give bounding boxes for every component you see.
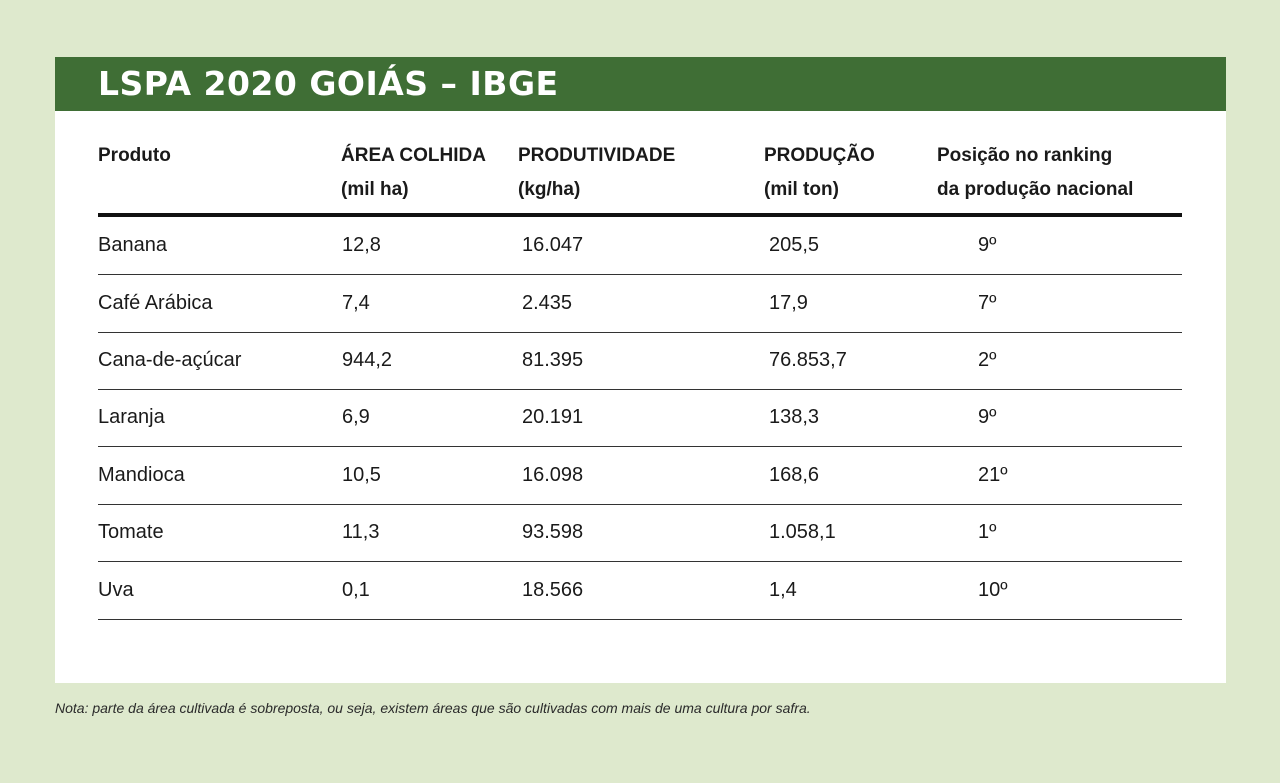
header-area-colhida-unit: (mil ha) (341, 179, 409, 200)
header-produtividade: PRODUTIVIDADE (kg/ha) (518, 139, 675, 207)
cell-produtividade: 2.435 (522, 292, 573, 314)
cell-area: 6,9 (342, 406, 370, 428)
cell-produto: Café Arábica (98, 292, 213, 314)
cell-ranking: 21º (978, 464, 1008, 486)
header-area-colhida-label: ÁREA COLHIDA (341, 145, 486, 166)
table-row: Cana-de-açúcar 944,2 81.395 76.853,7 2º (98, 332, 1182, 390)
table-card: LSPA 2020 GOIÁS – IBGE Produto ÁREA COLH… (55, 57, 1226, 683)
cell-produtividade: 18.566 (522, 579, 584, 601)
header-producao: PRODUÇÃO (mil ton) (764, 139, 875, 207)
cell-produto: Uva (98, 579, 134, 601)
cell-producao: 138,3 (769, 406, 820, 428)
header-producao-unit: (mil ton) (764, 179, 839, 200)
cell-producao: 168,6 (769, 464, 820, 486)
cell-ranking: 9º (978, 234, 997, 256)
cell-area: 10,5 (342, 464, 381, 486)
cell-producao: 76.853,7 (769, 349, 847, 371)
footnote: Nota: parte da área cultivada é sobrepos… (55, 700, 811, 716)
cell-ranking: 1º (978, 521, 997, 543)
cell-producao: 1.058,1 (769, 521, 836, 543)
cell-produtividade: 93.598 (522, 521, 584, 543)
header-produtividade-unit: (kg/ha) (518, 179, 581, 200)
cell-produtividade: 16.047 (522, 234, 584, 256)
header-ranking-label: Posição no ranking (937, 145, 1113, 166)
cell-producao: 205,5 (769, 234, 820, 256)
header-divider (98, 213, 1182, 217)
table-row: Banana 12,8 16.047 205,5 9º (98, 217, 1182, 275)
table-row: Laranja 6,9 20.191 138,3 9º (98, 389, 1182, 447)
cell-produto: Banana (98, 234, 167, 256)
cell-area: 7,4 (342, 292, 370, 314)
cell-produtividade: 20.191 (522, 406, 584, 428)
cell-area: 12,8 (342, 234, 381, 256)
title-bar: LSPA 2020 GOIÁS – IBGE (55, 57, 1226, 111)
header-producao-label: PRODUÇÃO (764, 145, 875, 166)
header-area-colhida: ÁREA COLHIDA (mil ha) (341, 139, 486, 207)
table-title: LSPA 2020 GOIÁS – IBGE (98, 64, 559, 103)
cell-produto: Tomate (98, 521, 164, 543)
cell-producao: 17,9 (769, 292, 808, 314)
cell-produto: Mandioca (98, 464, 185, 486)
cell-ranking: 10º (978, 579, 1008, 601)
header-ranking: Posição no ranking da produção nacional (937, 139, 1133, 207)
table-row: Tomate 11,3 93.598 1.058,1 1º (98, 504, 1182, 562)
cell-produto: Laranja (98, 406, 165, 428)
table-row: Uva 0,1 18.566 1,4 10º (98, 562, 1182, 620)
cell-area: 11,3 (342, 521, 380, 543)
cell-ranking: 7º (978, 292, 997, 314)
cell-produtividade: 16.098 (522, 464, 584, 486)
cell-area: 0,1 (342, 579, 370, 601)
cell-ranking: 9º (978, 406, 997, 428)
header-produto-label: Produto (98, 145, 171, 166)
table-row: Café Arábica 7,4 2.435 17,9 7º (98, 275, 1182, 333)
cell-producao: 1,4 (769, 579, 797, 601)
cell-produto: Cana-de-açúcar (98, 349, 242, 371)
cell-produtividade: 81.395 (522, 349, 584, 371)
cell-ranking: 2º (978, 349, 997, 371)
table-row: Mandioca 10,5 16.098 168,6 21º (98, 447, 1182, 505)
cell-area: 944,2 (342, 349, 393, 371)
header-produtividade-label: PRODUTIVIDADE (518, 145, 676, 166)
header-ranking-sublabel: da produção nacional (937, 179, 1134, 200)
header-produto: Produto (98, 139, 171, 173)
